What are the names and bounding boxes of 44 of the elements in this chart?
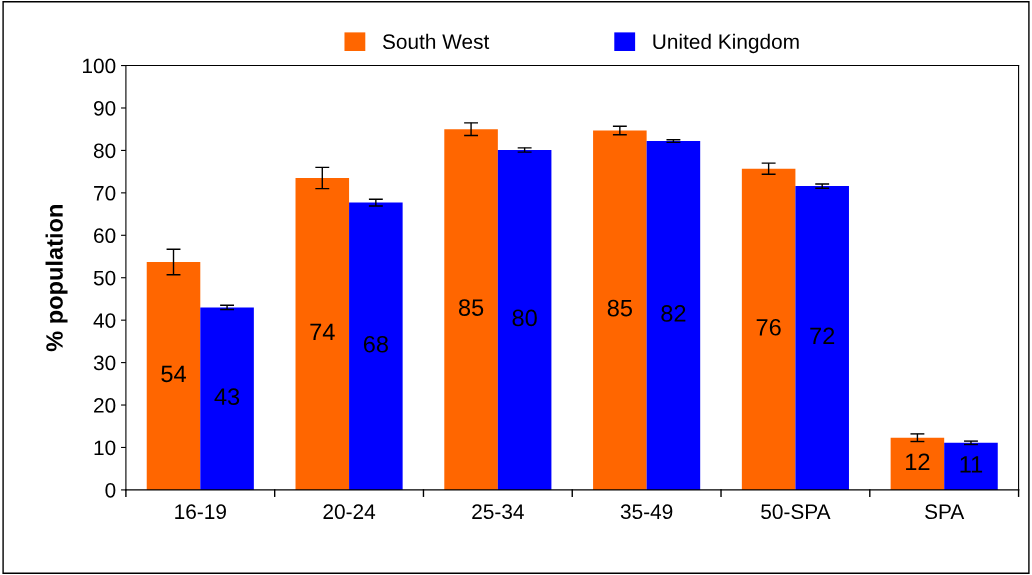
bar — [646, 141, 701, 490]
data-label: 74 — [310, 323, 335, 341]
legend-label: United Kingdom — [653, 33, 799, 54]
data-label: 82 — [661, 305, 686, 322]
bar — [146, 262, 201, 490]
bar — [944, 442, 998, 490]
data-label: 68 — [363, 335, 388, 353]
bar — [200, 307, 254, 490]
y-tick-label: 90 — [93, 100, 116, 116]
y-tick-label: 10 — [94, 440, 116, 456]
data-label: 85 — [607, 299, 632, 317]
y-tick-label: 30 — [93, 355, 116, 371]
x-tick-label: SPA — [925, 504, 965, 520]
bar — [444, 129, 498, 490]
bar — [349, 202, 403, 490]
y-tick-label: 40 — [93, 313, 116, 328]
data-label: 72 — [810, 327, 835, 345]
x-tick-label: 20-24 — [323, 504, 376, 520]
data-label: 12 — [906, 453, 930, 470]
bar — [593, 130, 647, 490]
data-label: 85 — [458, 299, 484, 316]
x-tick-label: 50-SPA — [761, 504, 831, 520]
y-tick-label: 60 — [94, 228, 116, 244]
x-tick-label: 16-19 — [175, 504, 226, 520]
y-tick-label: 80 — [93, 143, 116, 159]
y-tick-label: 100 — [83, 58, 116, 74]
bar — [795, 186, 849, 490]
bar — [295, 178, 350, 490]
y-axis-title: % population — [45, 205, 68, 352]
y-tick-label: 50 — [93, 270, 116, 286]
data-label: 80 — [512, 309, 537, 327]
data-label: 76 — [756, 318, 781, 336]
data-label: 54 — [161, 365, 186, 383]
data-label: 43 — [214, 388, 240, 405]
data-label: 11 — [960, 456, 983, 473]
bar — [890, 437, 945, 490]
legend-label: South West — [382, 33, 490, 50]
y-tick-label: 20 — [94, 398, 116, 413]
y-tick-label: 0 — [105, 482, 116, 498]
y-tick-label: 70 — [94, 185, 116, 201]
bar — [741, 168, 796, 490]
bar — [497, 150, 552, 490]
x-tick-label: 25-34 — [472, 504, 524, 520]
x-tick-label: 35-49 — [620, 504, 673, 520]
